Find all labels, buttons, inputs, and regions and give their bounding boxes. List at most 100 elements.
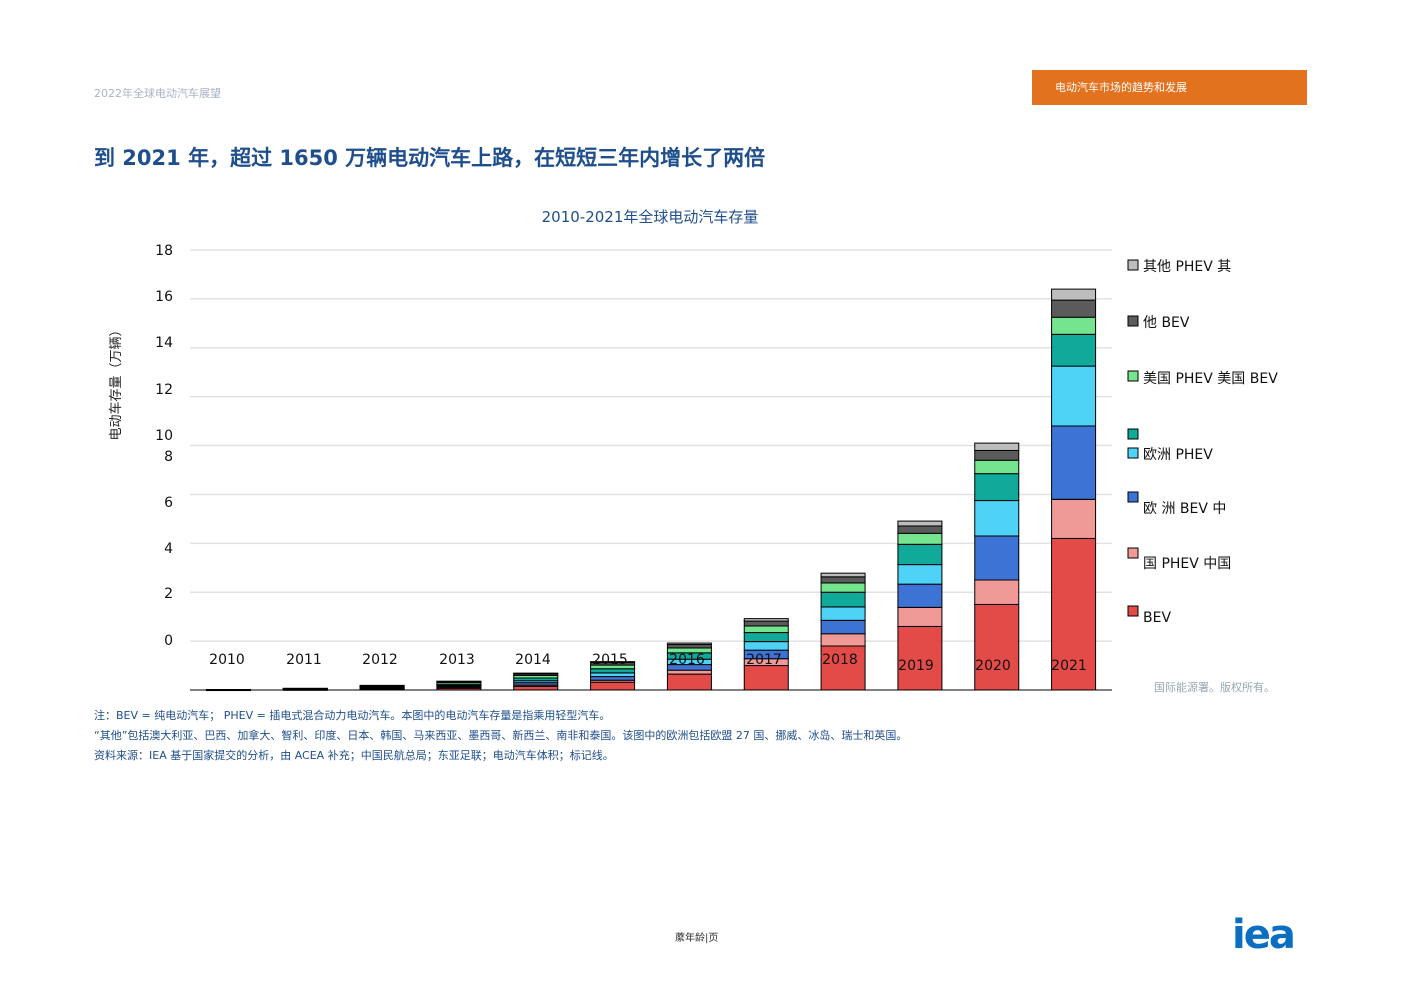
bar-2019-china_phev xyxy=(897,606,943,627)
bar-2019-us_phev xyxy=(897,532,943,545)
x-tick-label: 2012 xyxy=(362,652,398,668)
bar-2020-europe_bev xyxy=(974,535,1020,581)
bar-2021-us_bev xyxy=(1051,333,1097,367)
section-tab[interactable]: 电动汽车市场的趋势和发展 xyxy=(1032,70,1307,105)
bar-2019-us_bev xyxy=(897,543,943,566)
bar-2018-us_phev xyxy=(820,582,866,593)
bar-2021-china_phev xyxy=(1051,498,1097,539)
bar-2021-europe_bev xyxy=(1051,425,1097,500)
y-tick-label: 8 xyxy=(164,449,173,465)
bar-2015-us_bev xyxy=(590,668,636,674)
bar-2018-other_bev xyxy=(820,576,866,584)
x-tick-label: 2018 xyxy=(822,652,858,668)
y-tick-label: 6 xyxy=(164,495,173,511)
legend-swatch xyxy=(1127,605,1139,617)
note-definitions: 注：BEV = 纯电动汽车； PHEV = 插电式混合动力电动汽车。本图中的电动… xyxy=(94,709,611,722)
bar-2021-us_phev xyxy=(1051,316,1097,335)
bar-2021-china_bev xyxy=(1051,537,1097,691)
bar-2019-europe_phev xyxy=(897,564,943,585)
bar-2016-china_phev xyxy=(666,669,712,675)
bar-2017-china_bev xyxy=(743,665,789,691)
bar-2015-china_bev xyxy=(590,681,636,691)
bar-2015-other_phev xyxy=(590,661,636,664)
bar-2014-other_phev xyxy=(513,672,559,675)
x-tick-label: 2019 xyxy=(898,658,934,674)
bar-2021-other_bev xyxy=(1051,299,1097,318)
legend-swatch xyxy=(1127,428,1139,440)
y-tick-label: 12 xyxy=(155,382,173,398)
y-tick-label: 18 xyxy=(155,243,173,259)
bar-2017-europe_phev xyxy=(743,641,789,651)
bar-2015-europe_phev xyxy=(590,672,636,678)
legend-label: 美国 PHEV 美国 BEV xyxy=(1143,371,1278,387)
bar-2018-europe_phev xyxy=(820,606,866,621)
bar-2020-other_bev xyxy=(974,449,1020,461)
x-tick-label: 2021 xyxy=(1051,658,1087,674)
y-axis-label: 电动车存量（万辆） xyxy=(108,323,124,440)
legend-label: 他 BEV xyxy=(1143,315,1190,331)
iea-logo-text: iea xyxy=(1232,914,1294,952)
legend: 其他 PHEV 其他 BEV 美国 PHEV 美国 BEV 欧洲 PHEV 欧 洲 B… xyxy=(1127,259,1278,626)
bar-2017-other_phev xyxy=(743,618,789,622)
x-tick-label: 2015 xyxy=(592,652,628,668)
bar-2021-europe_phev xyxy=(1051,365,1097,427)
x-tick-label: 2011 xyxy=(286,652,322,668)
legend-swatch xyxy=(1127,315,1139,327)
stock-chart: 2010-2021年全球电动汽车存量 电动车存量（万辆） 18 16 14 12 10 8… xyxy=(108,208,1278,694)
legend-label: 欧 洲 BEV 中 xyxy=(1143,501,1226,517)
bar-2019-china_bev xyxy=(897,625,943,691)
y-tick-label: 2 xyxy=(164,586,173,602)
bar-2020-other_phev xyxy=(974,442,1020,451)
y-tick-label: 0 xyxy=(164,633,173,649)
bar-2017-other_bev xyxy=(743,620,789,627)
iea-logo: iea xyxy=(1232,914,1296,952)
bar-2013-other_phev xyxy=(436,680,482,683)
bar-2017-us_bev xyxy=(743,632,789,643)
gridlines xyxy=(190,249,1112,642)
bar-2021-other_phev xyxy=(1051,288,1097,301)
legend-swatch xyxy=(1127,370,1139,382)
bar-2020-china_phev xyxy=(974,579,1020,605)
report-title: 2022年全球电动汽车展望 xyxy=(94,87,221,100)
notes: 注：BEV = 纯电动汽车； PHEV = 插电式混合动力电动汽车。本图中的电动… xyxy=(94,706,907,766)
legend-label: 国 PHEV 中国 xyxy=(1143,556,1231,572)
source-credit: 国际能源署。版权所有。 xyxy=(1154,680,1275,694)
bar-2011-other_bev xyxy=(282,687,328,690)
note-others: “其他”包括澳大利亚、巴西、加拿大、智利、印度、日本、韩国、马来西亚、墨西哥、新… xyxy=(94,729,908,742)
bar-2020-europe_phev xyxy=(974,500,1020,537)
bar-2014-china_bev xyxy=(513,685,559,691)
y-tick-labels: 18 16 14 12 10 8 6 4 2 0 xyxy=(155,243,173,649)
bar-2016-other_bev xyxy=(666,644,712,649)
bar-2018-us_bev xyxy=(820,591,866,608)
x-tick-label: 2013 xyxy=(439,652,475,668)
page-number: 䕷年龄|页 xyxy=(675,933,719,944)
y-tick-label: 16 xyxy=(155,289,173,305)
legend-label: BEV xyxy=(1143,610,1171,626)
bar-2018-china_bev xyxy=(820,645,866,691)
bar-2020-us_phev xyxy=(974,459,1020,475)
bar-2015-europe_bev xyxy=(590,676,636,681)
chart-title: 2010-2021年全球电动汽车存量 xyxy=(542,208,759,226)
y-tick-label: 14 xyxy=(155,335,173,351)
legend-swatch xyxy=(1127,491,1139,503)
bar-2016-other_phev xyxy=(666,642,712,646)
legend-label: 其他 PHEV 其 xyxy=(1143,259,1231,275)
bar-2018-other_phev xyxy=(820,572,866,578)
bar-2020-china_bev xyxy=(974,603,1020,691)
x-tick-label: 2010 xyxy=(209,652,245,668)
x-tick-label: 2014 xyxy=(515,652,551,668)
page-title: 到 2021 年，超过 1650 万辆电动汽车上路，在短短三年内增长了两倍 xyxy=(94,146,766,170)
legend-swatch xyxy=(1127,547,1139,559)
bar-stacks xyxy=(205,288,1097,692)
legend-label: 欧洲 PHEV xyxy=(1143,447,1213,463)
x-tick-label: 2016 xyxy=(669,652,705,668)
bar-2016-china_bev xyxy=(666,673,712,691)
bar-2018-europe_bev xyxy=(820,619,866,635)
legend-swatch xyxy=(1127,447,1139,459)
y-tick-label: 4 xyxy=(164,541,173,557)
legend-swatch xyxy=(1127,259,1139,271)
bar-2019-europe_bev xyxy=(897,583,943,608)
bar-2018-china_phev xyxy=(820,633,866,647)
note-sources: 资料来源：IEA 基于国家提交的分析，由 ACEA 补充；中国民航总局；东亚足联… xyxy=(94,749,614,762)
x-tick-labels: 2010 2011 2012 2013 2014 2015 2016 2017 2018 2019… xyxy=(209,652,1087,674)
